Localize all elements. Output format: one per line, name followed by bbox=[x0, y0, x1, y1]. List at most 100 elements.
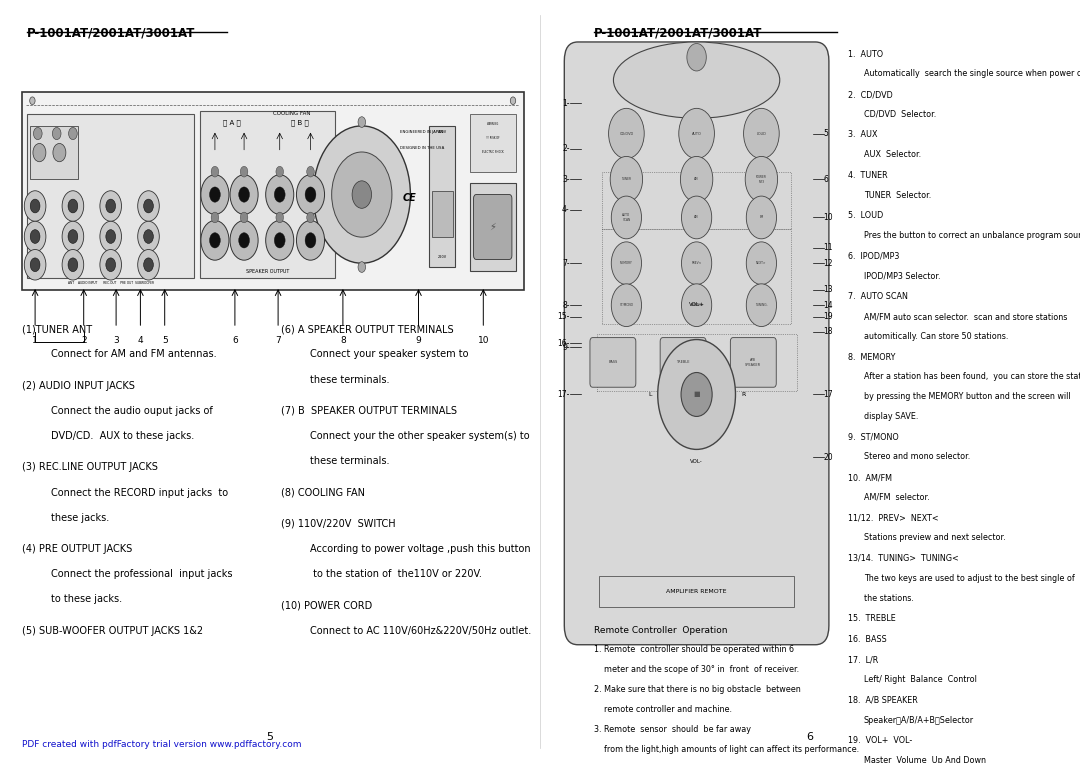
Text: Connect to AC 110V/60Hz&220V/50Hz outlet.: Connect to AC 110V/60Hz&220V/50Hz outlet… bbox=[311, 626, 531, 636]
Text: TUNER: TUNER bbox=[621, 177, 632, 182]
Text: !!! RISK OF: !!! RISK OF bbox=[486, 136, 499, 140]
Text: 12: 12 bbox=[824, 259, 833, 268]
Text: 2.  CD/DVD: 2. CD/DVD bbox=[848, 90, 892, 99]
Text: AUTO
SCAN: AUTO SCAN bbox=[622, 213, 631, 222]
Text: (7) B  SPEAKER OUTPUT TERMINALS: (7) B SPEAKER OUTPUT TERMINALS bbox=[281, 406, 457, 416]
Text: VOL+: VOL+ bbox=[689, 301, 704, 307]
Text: 5.  LOUD: 5. LOUD bbox=[848, 211, 883, 221]
Text: ■: ■ bbox=[693, 391, 700, 398]
Text: 8.  MEMORY: 8. MEMORY bbox=[848, 353, 895, 362]
Text: 3. Remote  sensor  should  be far away: 3. Remote sensor should be far away bbox=[594, 725, 751, 734]
Circle shape bbox=[30, 97, 35, 105]
Bar bbox=[27, 114, 194, 278]
Text: CD/DVD: CD/DVD bbox=[619, 131, 634, 136]
Circle shape bbox=[30, 258, 40, 272]
Text: (10) POWER CORD: (10) POWER CORD bbox=[281, 600, 372, 610]
Circle shape bbox=[274, 187, 285, 202]
Circle shape bbox=[609, 108, 644, 159]
Text: 10: 10 bbox=[824, 213, 833, 222]
Text: 9: 9 bbox=[416, 336, 421, 345]
Text: Connect your the other speaker system(s) to: Connect your the other speaker system(s)… bbox=[311, 431, 530, 441]
Circle shape bbox=[746, 196, 777, 239]
FancyBboxPatch shape bbox=[590, 338, 636, 388]
Text: Left/ Right  Balance  Control: Left/ Right Balance Control bbox=[864, 675, 977, 684]
Text: 4: 4 bbox=[137, 336, 144, 345]
Circle shape bbox=[144, 258, 153, 272]
Circle shape bbox=[144, 199, 153, 213]
Circle shape bbox=[230, 221, 258, 260]
Circle shape bbox=[681, 372, 712, 417]
Text: 13/14.  TUNING>  TUNING<: 13/14. TUNING> TUNING< bbox=[848, 554, 959, 563]
Circle shape bbox=[230, 175, 258, 214]
Circle shape bbox=[30, 199, 40, 213]
Circle shape bbox=[306, 233, 315, 248]
Text: by pressing the MEMORY button and the screen will: by pressing the MEMORY button and the sc… bbox=[864, 392, 1070, 401]
Circle shape bbox=[296, 221, 325, 260]
Text: Automatically  search the single source when power on.: Automatically search the single source w… bbox=[864, 69, 1080, 79]
Text: SPEAKER OUTPUT: SPEAKER OUTPUT bbox=[245, 269, 289, 274]
Text: 15.  TREBLE: 15. TREBLE bbox=[848, 614, 895, 623]
Circle shape bbox=[212, 166, 219, 177]
Text: R: R bbox=[741, 392, 745, 397]
Circle shape bbox=[210, 233, 220, 248]
Circle shape bbox=[53, 143, 66, 162]
Text: 14: 14 bbox=[824, 301, 833, 310]
Circle shape bbox=[687, 43, 706, 71]
Text: WARNING: WARNING bbox=[487, 122, 499, 126]
Text: 8-: 8- bbox=[563, 301, 570, 310]
Text: 8: 8 bbox=[340, 336, 346, 345]
Circle shape bbox=[106, 258, 116, 272]
Circle shape bbox=[63, 221, 84, 252]
Text: IPOD/MP3 Selector.: IPOD/MP3 Selector. bbox=[864, 272, 941, 281]
Circle shape bbox=[680, 156, 713, 202]
Text: ⚡: ⚡ bbox=[489, 222, 496, 232]
Text: 10.  AM/FM: 10. AM/FM bbox=[848, 473, 892, 482]
Circle shape bbox=[201, 221, 229, 260]
Text: 17-: 17- bbox=[557, 390, 570, 399]
Bar bbox=[30, 126, 78, 179]
Bar bbox=[603, 172, 791, 229]
Text: 6.  IPOD/MP3: 6. IPOD/MP3 bbox=[848, 252, 900, 261]
FancyBboxPatch shape bbox=[730, 338, 777, 388]
Text: 7-: 7- bbox=[562, 259, 570, 268]
Text: CE: CE bbox=[402, 193, 416, 204]
Circle shape bbox=[681, 196, 712, 239]
Text: 6: 6 bbox=[824, 175, 828, 184]
Circle shape bbox=[100, 221, 121, 252]
Text: LOUD: LOUD bbox=[756, 131, 767, 136]
Text: 15-: 15- bbox=[557, 312, 570, 321]
Text: Ⓐ A Ⓑ: Ⓐ A Ⓑ bbox=[224, 120, 241, 127]
Text: AUX  Selector.: AUX Selector. bbox=[864, 150, 921, 159]
Circle shape bbox=[745, 156, 778, 202]
Text: 16-: 16- bbox=[557, 339, 570, 348]
Text: 6: 6 bbox=[232, 336, 238, 345]
Text: 4-: 4- bbox=[562, 205, 570, 214]
Bar bbox=[603, 229, 791, 324]
Bar bbox=[470, 183, 516, 271]
Circle shape bbox=[68, 199, 78, 213]
Text: 11: 11 bbox=[824, 243, 833, 253]
Text: 3-: 3- bbox=[562, 175, 570, 184]
Circle shape bbox=[313, 126, 410, 263]
Text: DESIGNED IN THE USA: DESIGNED IN THE USA bbox=[400, 146, 444, 150]
Text: 7: 7 bbox=[275, 336, 281, 345]
Text: AM: AM bbox=[694, 215, 699, 220]
Text: (3) REC.LINE OUTPUT JACKS: (3) REC.LINE OUTPUT JACKS bbox=[22, 462, 158, 472]
Text: 7.  AUTO SCAN: 7. AUTO SCAN bbox=[848, 292, 907, 301]
Text: 13: 13 bbox=[824, 285, 833, 295]
Circle shape bbox=[69, 127, 78, 140]
Text: 9.  ST/MONO: 9. ST/MONO bbox=[848, 433, 899, 442]
Circle shape bbox=[266, 221, 294, 260]
Circle shape bbox=[201, 175, 229, 214]
Text: PDF created with pdfFactory trial version www.pdffactory.com: PDF created with pdfFactory trial versio… bbox=[22, 740, 301, 749]
Text: AM/FM  selector.: AM/FM selector. bbox=[864, 493, 930, 502]
Text: 17: 17 bbox=[824, 390, 833, 399]
Ellipse shape bbox=[613, 42, 780, 118]
Text: CD/DVD  Selector.: CD/DVD Selector. bbox=[864, 110, 936, 119]
Text: these terminals.: these terminals. bbox=[311, 456, 390, 466]
Circle shape bbox=[144, 230, 153, 243]
Text: AMPLIFIER REMOTE: AMPLIFIER REMOTE bbox=[666, 589, 727, 594]
Circle shape bbox=[212, 212, 219, 223]
Text: 4.  TUNER: 4. TUNER bbox=[848, 171, 888, 180]
Text: POWER
MP3: POWER MP3 bbox=[756, 175, 767, 184]
